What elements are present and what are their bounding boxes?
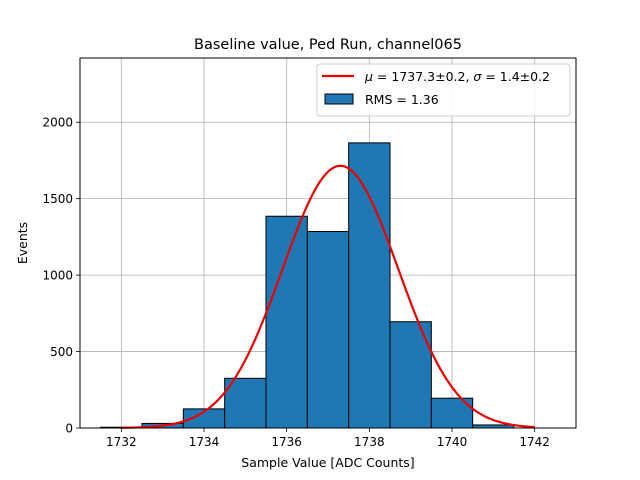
y-tick-label: 500: [50, 345, 73, 359]
axis-ticks: 1732 1734 1736 1738 1740 1742 0 500 1000 1500 2000: [42, 116, 549, 449]
histogram-bar: [348, 142, 391, 429]
histogram-bar: [389, 321, 432, 429]
legend: μ = 1737.3±0.2, σ = 1.4±0.2 RMS = 1.36: [316, 63, 571, 117]
y-tick-label: 2000: [42, 116, 73, 130]
x-tick-label: 1732: [106, 435, 137, 449]
chart-title: Baseline value, Ped Run, channel065: [194, 37, 462, 53]
y-tick-label: 1500: [42, 192, 73, 206]
fit-curve-group: [121, 164, 535, 429]
plot-frame: [79, 57, 577, 429]
x-axis-label: Sample Value [ADC Counts]: [241, 455, 414, 470]
legend-box: [316, 63, 571, 117]
legend-hist-label: RMS = 1.36: [365, 92, 439, 107]
histogram-bars: [100, 142, 515, 429]
legend-sigma-value: = 1.4±0.2: [481, 69, 550, 84]
y-tick-label: 0: [65, 422, 73, 436]
legend-mu-value: = 1737.3±0.2,: [373, 69, 473, 84]
y-tick-label: 1000: [42, 269, 73, 283]
legend-mu-symbol: μ: [364, 69, 373, 84]
gaussian-fit-curve: [121, 164, 535, 429]
histogram-bar: [265, 215, 308, 429]
legend-hist-patch: [324, 93, 354, 105]
y-axis-label: Events: [15, 222, 30, 264]
x-tick-label: 1734: [189, 435, 220, 449]
legend-fit-label: μ = 1737.3±0.2, σ = 1.4±0.2: [364, 69, 550, 84]
legend-sigma-symbol: σ: [473, 69, 482, 84]
x-tick-label: 1738: [354, 435, 385, 449]
x-tick-label: 1742: [519, 435, 550, 449]
histogram-bar: [430, 397, 474, 429]
x-tick-label: 1736: [271, 435, 302, 449]
x-tick-label: 1740: [437, 435, 468, 449]
histogram-bar: [306, 231, 350, 429]
